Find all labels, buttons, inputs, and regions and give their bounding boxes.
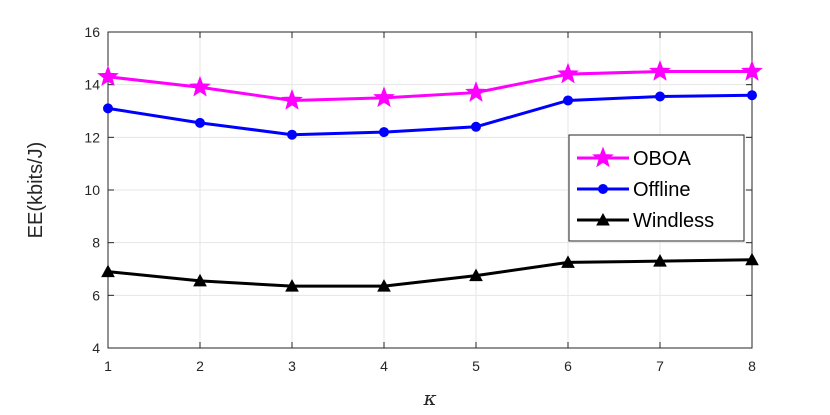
series-group xyxy=(97,60,763,292)
data-point-offline xyxy=(287,129,297,140)
data-point-oboa xyxy=(373,86,395,108)
series-line-windless xyxy=(107,258,753,288)
data-point-windless xyxy=(285,279,299,292)
legend-label-oboa: OBOA xyxy=(633,148,691,170)
data-point-oboa xyxy=(741,60,763,81)
y-tick-label: 10 xyxy=(84,182,100,198)
y-tick-label: 14 xyxy=(84,77,100,93)
data-point-offline xyxy=(563,95,573,106)
data-point-oboa xyxy=(465,81,487,102)
legend-marker-offline xyxy=(598,184,608,194)
data-point-oboa xyxy=(97,65,119,87)
data-point-offline xyxy=(195,117,205,128)
data-point-windless xyxy=(561,255,575,268)
series-line-offline xyxy=(107,93,753,137)
x-tick-label: 4 xyxy=(380,358,388,374)
series-line-oboa xyxy=(107,70,752,102)
x-tick-label: 3 xyxy=(288,358,296,374)
y-tick-label: 8 xyxy=(92,235,100,251)
data-point-offline xyxy=(747,90,757,101)
y-tick-label: 12 xyxy=(84,129,100,145)
data-point-offline xyxy=(471,121,481,132)
x-tick-label: 8 xyxy=(748,358,756,374)
data-point-oboa xyxy=(557,62,579,84)
data-point-offline xyxy=(103,103,113,114)
data-point-offline xyxy=(655,91,665,102)
x-tick-label: 1 xyxy=(104,358,112,374)
legend: OBOA Offline Windless xyxy=(568,134,745,242)
data-point-windless xyxy=(653,254,667,267)
data-point-windless xyxy=(469,268,483,282)
legend-label-windless: Windless xyxy=(633,210,714,232)
data-point-windless xyxy=(193,273,207,287)
data-point-windless xyxy=(101,264,115,278)
y-axis-label: EE(kbits/J) xyxy=(25,142,47,239)
data-point-oboa xyxy=(281,89,303,110)
y-tick-label: 4 xyxy=(92,340,100,356)
x-axis-label: κ xyxy=(422,386,436,410)
legend-marker-oboa xyxy=(592,146,614,168)
x-tick-label: 6 xyxy=(564,358,572,374)
y-tick-label: 6 xyxy=(92,287,100,303)
series-windless xyxy=(101,252,759,292)
data-point-oboa xyxy=(189,75,211,97)
x-tick-label: 5 xyxy=(472,358,480,374)
legend-label-offline: Offline xyxy=(633,179,690,201)
legend-marker-windless xyxy=(596,212,610,226)
series-oboa xyxy=(97,60,763,110)
data-point-windless xyxy=(745,252,759,266)
series-offline xyxy=(103,90,757,140)
x-tick-label: 2 xyxy=(196,358,204,374)
x-tick-label: 7 xyxy=(656,358,664,374)
data-point-oboa xyxy=(649,60,671,81)
data-point-windless xyxy=(377,279,391,292)
y-tick-label: 16 xyxy=(84,24,100,40)
data-point-offline xyxy=(379,127,389,138)
